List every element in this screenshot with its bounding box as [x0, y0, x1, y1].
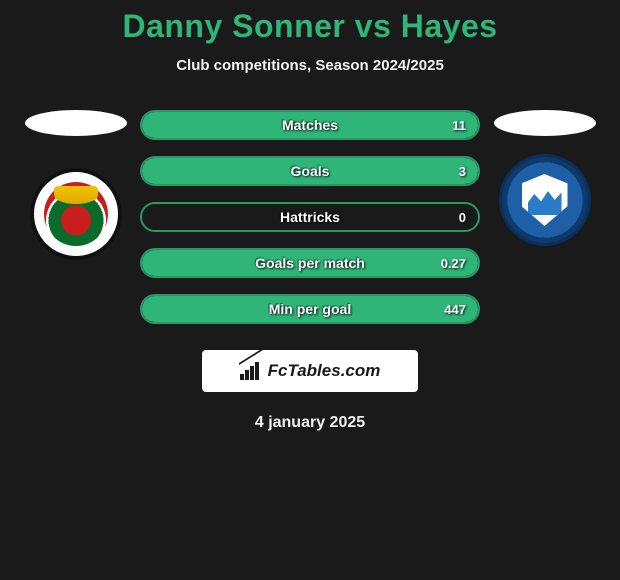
- stat-value-right: 0.27: [441, 256, 466, 271]
- stat-row: Min per goal 447: [140, 294, 480, 324]
- stat-row: Goals 3: [140, 156, 480, 186]
- snapshot-date: 4 january 2025: [0, 414, 620, 432]
- page-title: Danny Sonner vs Hayes: [0, 8, 620, 45]
- stat-label: Min per goal: [269, 301, 351, 317]
- player-right-column: [492, 110, 597, 246]
- stat-label: Goals: [291, 163, 330, 179]
- logo-text: FcTables.com: [268, 361, 381, 381]
- stat-value-right: 11: [452, 118, 466, 133]
- player-left-column: [23, 110, 128, 260]
- peterborough-crest-icon: [522, 174, 568, 226]
- stat-row: Hattricks 0: [140, 202, 480, 232]
- stat-label: Matches: [282, 117, 338, 133]
- stat-value-right: 3: [459, 164, 466, 179]
- player-right-avatar: [494, 110, 596, 136]
- stat-value-right: 447: [444, 302, 466, 317]
- wrexham-crest-icon: [44, 182, 108, 246]
- stats-list: Matches 11 Goals 3 Hattricks 0 Goals per match…: [140, 110, 480, 324]
- team-right-badge: [499, 154, 591, 246]
- team-left-badge: [30, 168, 122, 260]
- stat-value-right: 0: [459, 210, 466, 225]
- stat-label: Goals per match: [255, 255, 365, 271]
- season-subtitle: Club competitions, Season 2024/2025: [0, 57, 620, 74]
- stat-row: Goals per match 0.27: [140, 248, 480, 278]
- comparison-card: Danny Sonner vs Hayes Club competitions,…: [0, 0, 620, 432]
- player-left-avatar: [25, 110, 127, 136]
- fctables-logo[interactable]: FcTables.com: [202, 350, 418, 392]
- stat-row: Matches 11: [140, 110, 480, 140]
- comparison-layout: Matches 11 Goals 3 Hattricks 0 Goals per match…: [0, 110, 620, 324]
- stat-label: Hattricks: [280, 209, 340, 225]
- bars-chart-icon: [240, 362, 262, 380]
